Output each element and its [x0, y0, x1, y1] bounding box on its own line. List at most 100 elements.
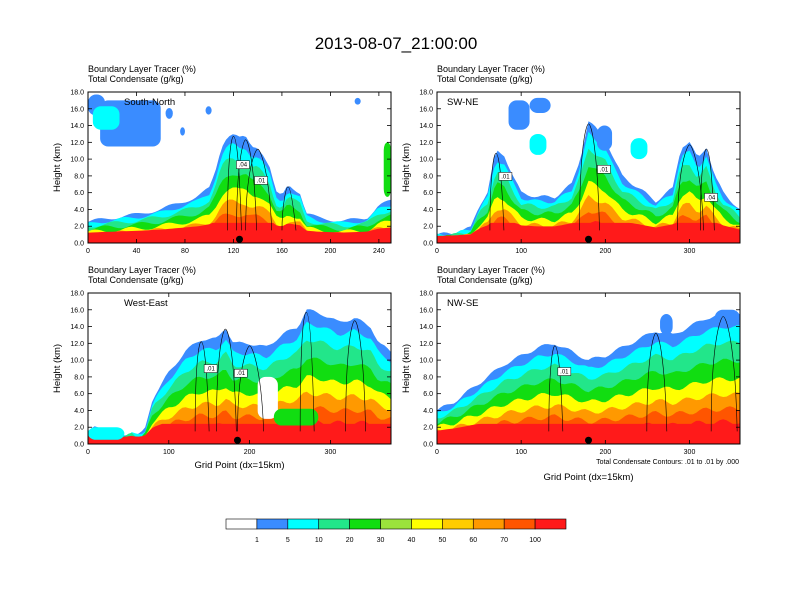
x-tick-label: 100 [515, 248, 527, 255]
condensate-contour-3 [245, 148, 272, 231]
condensate-contour-1 [489, 152, 505, 231]
condensate-contour-5 [345, 320, 366, 432]
colorbar-swatch-4 [318, 518, 350, 530]
surface-layer [437, 423, 740, 444]
plot-frame [436, 91, 741, 244]
cloud-blob-6 [205, 106, 212, 115]
cloud-blob-3 [273, 408, 319, 426]
panel-title-line-2: Total Condensate (g/kg) [437, 74, 533, 84]
y-tick-label: 14.0 [70, 324, 84, 331]
y-tick-label: 12.0 [419, 341, 433, 348]
x-tick-label: 200 [244, 449, 256, 456]
location-marker [236, 235, 243, 243]
y-tick-label: 4.0 [423, 207, 433, 214]
panel-3: Boundary Layer Tracer (%)Total Condensat… [52, 265, 392, 471]
svg-text:.01: .01 [237, 371, 246, 377]
colorbar-level-label: 50 [438, 537, 446, 544]
cloud-blob-2 [529, 97, 551, 113]
condensate-contour-3 [237, 345, 264, 432]
x-tick-label: 300 [684, 449, 696, 456]
condensate-contour-3 [710, 316, 738, 432]
colorbar-level-label: 40 [408, 537, 416, 544]
y-tick-label: 18.0 [70, 90, 84, 97]
panel-title-line-1: Boundary Layer Tracer (%) [88, 64, 196, 74]
colorbar-swatch-1 [225, 518, 258, 530]
x-tick-label: 200 [599, 248, 611, 255]
x-tick-label: 0 [86, 449, 90, 456]
contour-label-1: .01 [498, 172, 513, 181]
y-tick-label: 12.0 [70, 341, 84, 348]
cloud-blob-7 [354, 97, 361, 105]
x-tick-label: 100 [515, 449, 527, 456]
location-marker [585, 235, 592, 243]
contour-note: Total Condensate Contours: .01 to .01 by… [596, 459, 739, 466]
y-tick-label: 14.0 [70, 123, 84, 130]
contour-label-2: .01 [234, 368, 248, 378]
x-tick-label: 0 [435, 248, 439, 255]
x-axis-label: Grid Point (dx=15km) [194, 460, 284, 471]
y-tick-label: 4.0 [423, 408, 433, 415]
panel-title-line-2: Total Condensate (g/kg) [437, 275, 533, 285]
colorbar-level-label: 10 [315, 537, 323, 544]
tracer-field: .04 .01 [88, 94, 391, 243]
x-tick-label: 100 [163, 449, 175, 456]
cloud-blob-4 [165, 107, 173, 119]
x-tick-label: 0 [86, 248, 90, 255]
colorbar-level-label: 20 [346, 537, 354, 544]
surface-layer [437, 222, 740, 243]
y-axis-label: Height (km) [52, 143, 63, 192]
surface-layer [88, 423, 391, 444]
y-axis-label: Height (km) [401, 344, 412, 393]
svg-text:.04: .04 [707, 195, 716, 201]
y-tick-label: 4.0 [74, 207, 84, 214]
panel-title-line-1: Boundary Layer Tracer (%) [88, 265, 196, 275]
cross-section-label: West-East [124, 298, 168, 309]
y-tick-label: 16.0 [419, 307, 433, 314]
colorbar-swatch-10 [503, 518, 536, 530]
cloud-blob-2 [257, 376, 278, 419]
y-tick-label: 0.0 [423, 442, 433, 449]
x-tick-label: 40 [133, 248, 141, 255]
cloud-blob-2 [714, 309, 740, 327]
y-tick-label: 16.0 [70, 106, 84, 113]
x-tick-label: 120 [228, 248, 240, 255]
condensate-contour-1 [548, 345, 564, 432]
contour-label-1: .04 [236, 160, 250, 169]
colorbar-level-label: 5 [286, 537, 290, 544]
panel-4: Boundary Layer Tracer (%)Total Condensat… [401, 265, 741, 483]
contour-label-1: .01 [203, 364, 218, 373]
panel-title-line-1: Boundary Layer Tracer (%) [437, 265, 545, 275]
cross-section-label: South-North [124, 97, 175, 108]
y-tick-label: 16.0 [70, 307, 84, 314]
plot-frame [436, 292, 741, 445]
tracer-field: .01 [437, 309, 740, 444]
location-marker [585, 436, 592, 444]
y-tick-label: 18.0 [70, 291, 84, 298]
colorbar-swatch-2 [256, 518, 289, 530]
y-tick-label: 12.0 [419, 140, 433, 147]
plot-frame [87, 292, 392, 445]
y-tick-label: 14.0 [419, 324, 433, 331]
colorbar-swatch-5 [349, 518, 381, 530]
figure-title: 2013-08-07_21:00:00 [315, 34, 478, 53]
y-axis-label: Height (km) [52, 344, 63, 393]
y-tick-label: 2.0 [423, 425, 433, 432]
colorbar-swatch-3 [287, 518, 320, 530]
panel-title-line-2: Total Condensate (g/kg) [88, 74, 184, 84]
surface-layer [88, 222, 391, 243]
condensate-contour-3 [677, 144, 704, 231]
contour-label-1: .01 [557, 367, 572, 376]
y-tick-label: 10.0 [419, 157, 433, 164]
colorbar-swatch-8 [442, 518, 474, 530]
x-tick-label: 160 [276, 248, 288, 255]
y-tick-label: 6.0 [423, 391, 433, 398]
svg-text:.04: .04 [239, 163, 248, 169]
y-tick-label: 8.0 [74, 374, 84, 381]
tracer-field: .01 .01 [88, 309, 391, 444]
x-axis-label: Grid Point (dx=15km) [543, 472, 633, 483]
condensate-contour-4 [281, 186, 297, 231]
contour-label-3: .04 [704, 193, 718, 202]
y-tick-label: 6.0 [74, 190, 84, 197]
plot-frame [87, 91, 392, 244]
